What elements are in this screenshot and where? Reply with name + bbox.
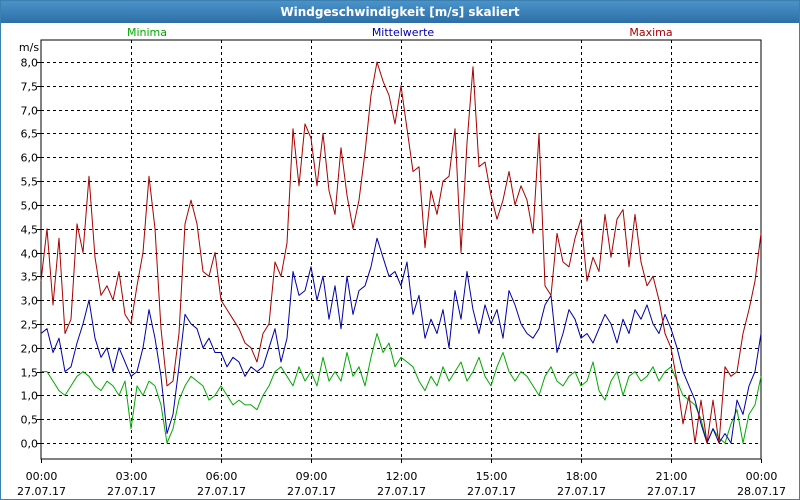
x-tick-date-label: 27.07.17	[467, 485, 516, 498]
x-tick-time-label: 15:00	[476, 470, 508, 483]
x-tick-date-label: 27.07.17	[377, 485, 426, 498]
x-tick-date-label: 27.07.17	[107, 485, 156, 498]
y-tick-label: 6,0	[21, 152, 39, 165]
y-tick-label: 2,0	[21, 343, 39, 356]
y-tick-label: 4,5	[21, 224, 39, 237]
y-axis: 0,0 0,5 1,0 1,5 2,0 2,5 3,0 3,5 4,0 4,5 5,0 5,5 6,0 6…	[21, 57, 41, 451]
x-tick-time-label: 18:00	[566, 470, 598, 483]
x-tick-time-label: 00:00	[26, 470, 58, 483]
series-line-minima	[41, 333, 762, 444]
series-line-maxima	[40, 61, 762, 444]
y-tick-label: 2,5	[21, 319, 39, 332]
y-tick-label: 4,0	[21, 248, 39, 261]
x-tick-date-label: 27.07.17	[197, 485, 246, 498]
y-tick-label: 8,0	[21, 57, 39, 70]
y-tick-label: 6,5	[21, 128, 39, 141]
y-tick-label: 1,0	[21, 390, 39, 403]
y-tick-label: 3,0	[21, 295, 39, 308]
x-tick-date-label: 27.07.17	[287, 485, 336, 498]
x-tick-time-label: 21:00	[656, 470, 688, 483]
y-tick-label: 7,5	[21, 81, 39, 94]
y-tick-label: 3,5	[21, 271, 39, 284]
y-tick-label: 1,5	[21, 367, 39, 380]
y-tick-label: 5,0	[21, 200, 39, 213]
y-tick-label: 7,0	[21, 105, 39, 118]
grid	[41, 40, 761, 459]
x-tick-date-label: 27.07.17	[557, 485, 606, 498]
y-axis-label: m/s	[19, 41, 39, 54]
x-axis: 00:00 27.07.17 03:00 27.07.17 06:00 27.07.17 0…	[17, 459, 786, 498]
x-tick-time-label: 09:00	[296, 470, 328, 483]
legend-item-maxima: Maxima	[629, 26, 672, 39]
x-tick-time-label: 12:00	[386, 470, 418, 483]
y-tick-label: 0,0	[21, 438, 39, 451]
series-line-mittelwerte	[40, 237, 762, 444]
legend-item-minima: Minima	[127, 26, 167, 39]
x-tick-date-label: 27.07.17	[647, 485, 696, 498]
y-tick-label: 0,5	[21, 414, 39, 427]
legend-item-mittelwerte: Mittelwerte	[372, 26, 435, 39]
x-tick-time-label: 03:00	[116, 470, 148, 483]
legend: Minima Mittelwerte Maxima	[127, 26, 673, 39]
x-tick-time-label: 06:00	[206, 470, 238, 483]
window-title: Windgeschwindigkeit [m/s] skaliert	[1, 1, 799, 23]
y-tick-label: 5,5	[21, 176, 39, 189]
x-tick-time-label: 00:00	[746, 470, 778, 483]
x-tick-date-label: 27.07.17	[17, 485, 66, 498]
series	[40, 61, 762, 444]
x-tick-date-label: 28.07.17	[737, 485, 786, 498]
